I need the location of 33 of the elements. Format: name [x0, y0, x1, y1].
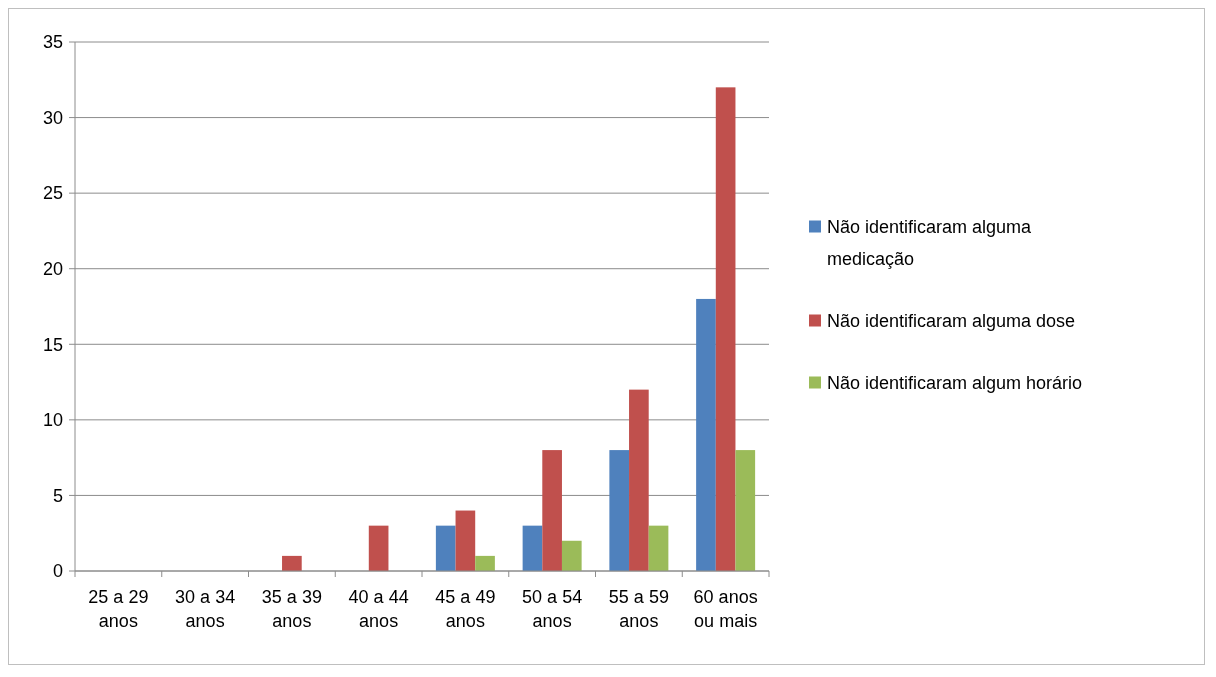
x-tick-label: 60 anos ou mais: [693, 587, 758, 631]
x-tick-label: 45 a 49 anos: [435, 587, 496, 631]
bar: [735, 450, 756, 571]
bar: [561, 540, 582, 571]
y-tick-label: 10: [42, 410, 63, 431]
bar: [696, 298, 716, 571]
x-tick-label: 25 a 29 anos: [88, 587, 149, 631]
x-tick-label: 55 a 59 anos: [608, 587, 669, 631]
y-tick-label: 30: [42, 107, 63, 128]
y-tick-label: 20: [42, 259, 63, 280]
legend-label: Não identificaram alguma medicação: [827, 216, 1033, 269]
bar: [629, 389, 649, 571]
x-tick-label: 40 a 44 anos: [348, 587, 409, 631]
y-tick-label: 0: [52, 561, 63, 582]
x-tick-label: 30 a 34 anos: [175, 587, 236, 631]
x-tick-label: 50 a 54 anos: [522, 587, 583, 631]
bar: [368, 525, 389, 571]
y-tick-label: 15: [42, 334, 63, 355]
y-tick-label: 5: [52, 485, 63, 506]
legend-label: Não identificaram alguma dose: [827, 310, 1076, 331]
x-tick-label: 35 a 39 anos: [261, 587, 322, 631]
bar: [435, 525, 456, 571]
y-tick-label: 25: [42, 183, 63, 204]
bar: [542, 450, 562, 571]
bar: [715, 87, 736, 571]
bar: [455, 510, 476, 571]
bar: [609, 450, 630, 571]
y-tick-label: 35: [42, 32, 63, 53]
bar: [522, 525, 543, 571]
legend-label: Não identificaram algum horário: [827, 372, 1083, 393]
bar: [282, 555, 302, 571]
bar: [475, 555, 495, 571]
bar: [648, 525, 669, 571]
